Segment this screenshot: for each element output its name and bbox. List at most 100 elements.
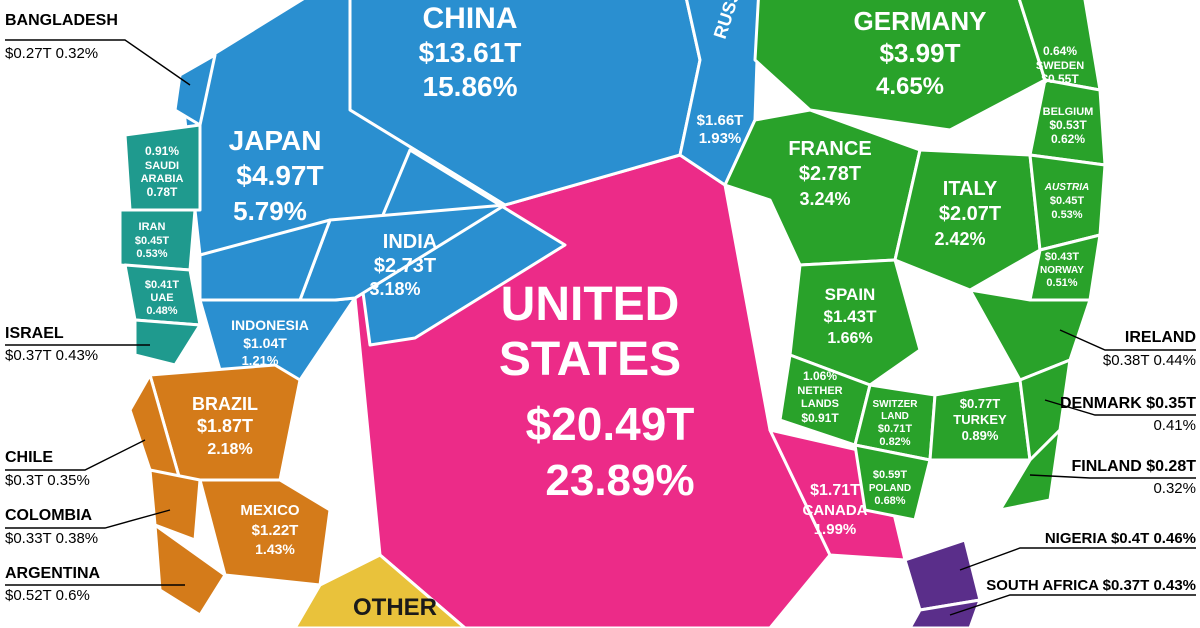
callout-nigeria: NIGERIA $0.4T 0.46%	[1045, 530, 1196, 547]
label-poland-share: 0.68%	[874, 495, 905, 507]
label-norway-gdp: $0.43T	[1045, 251, 1080, 263]
label-austria-share: 0.53%	[1051, 209, 1082, 221]
label-belgium-share: 0.62%	[1051, 132, 1085, 146]
label-other-name: OTHER	[353, 594, 437, 621]
label-india-gdp: $2.73T	[374, 255, 436, 277]
label-japan-share: 5.79%	[233, 196, 307, 226]
callout-colombia-v: $0.33T 0.38%	[5, 530, 98, 547]
label-us-gdp: $20.49T	[526, 398, 695, 450]
label-india-name: INDIA	[383, 231, 437, 253]
label-spain-name: SPAIN	[825, 285, 876, 304]
leader-nigeria	[960, 548, 1196, 570]
label-mexico-share: 1.43%	[255, 541, 295, 557]
label-swz-share: 0.82%	[879, 436, 910, 448]
label-saudi-name1: SAUDI	[145, 160, 179, 172]
label-uae-gdp: $0.41T	[145, 279, 180, 291]
label-turkey-share: 0.89%	[962, 428, 999, 443]
label-norway-share: 0.51%	[1046, 277, 1077, 289]
callout-israel: ISRAEL	[5, 325, 64, 342]
label-us-share: 23.89%	[545, 456, 694, 505]
callout-ireland: IRELAND	[1125, 329, 1196, 346]
label-china-name: CHINA	[423, 2, 518, 35]
callout-finland-v: 0.32%	[1153, 480, 1196, 497]
label-india-share: 3.18%	[369, 279, 420, 299]
label-turkey-name: TURKEY	[953, 412, 1007, 427]
label-china-share: 15.86%	[423, 71, 518, 102]
label-mexico-gdp: $1.22T	[252, 522, 299, 539]
callout-denmark-v: 0.41%	[1153, 417, 1196, 434]
label-uae-name: UAE	[150, 292, 173, 304]
label-saudi-name2: ARABIA	[141, 173, 184, 185]
label-iran-gdp: $0.45T	[135, 235, 170, 247]
callout-denmark: DENMARK $0.35T	[1060, 395, 1196, 412]
label-turkey-gdp: $0.77T	[960, 396, 1001, 411]
leader-southafrica	[950, 595, 1196, 615]
label-neth-name1: NETHER	[797, 385, 842, 397]
label-saudi-gdp: 0.78T	[147, 185, 178, 199]
label-canada-share: 1.99%	[814, 521, 857, 538]
label-mexico-name: MEXICO	[240, 502, 300, 519]
label-italy-name: ITALY	[943, 178, 998, 200]
label-neth-gdp: $0.91T	[801, 411, 839, 425]
callout-finland: FINLAND $0.28T	[1072, 458, 1197, 475]
label-canada-gdp: $1.71T	[810, 482, 860, 499]
label-brazil-gdp: $1.87T	[197, 416, 253, 436]
label-russia-gdp: $1.66T	[697, 112, 744, 129]
label-france-share: 3.24%	[799, 189, 850, 209]
callout-colombia: COLOMBIA	[5, 507, 93, 524]
label-sweden-share: 0.64%	[1043, 44, 1077, 58]
gdp-voronoi-chart: UNITED STATES $20.49T 23.89% CHINA $13.6…	[0, 0, 1200, 628]
label-poland-gdp: $0.59T	[873, 469, 908, 481]
label-belgium-gdp: $0.53T	[1049, 118, 1087, 132]
callout-chile: CHILE	[5, 449, 53, 466]
label-poland-name: POLAND	[869, 483, 911, 494]
label-austria-gdp: $0.45T	[1050, 195, 1085, 207]
label-france-gdp: $2.78T	[799, 163, 861, 185]
label-italy-gdp: $2.07T	[939, 203, 1001, 225]
label-neth-name2: LANDS	[801, 398, 839, 410]
label-iran-name: IRAN	[139, 221, 166, 233]
label-uae-share: 0.48%	[146, 305, 177, 317]
label-iran-share: 0.53%	[136, 248, 167, 260]
label-swz-gdp: $0.71T	[878, 423, 913, 435]
callout-ireland-v: $0.38T 0.44%	[1103, 352, 1196, 369]
callout-bangladesh: BANGLADESH	[5, 12, 118, 29]
label-indonesia-share: 1.21%	[242, 353, 279, 368]
label-russia-share: 1.93%	[699, 130, 742, 147]
label-sweden-gdp: $0.55T	[1041, 72, 1079, 86]
callout-bangladesh-v: $0.27T 0.32%	[5, 45, 98, 62]
cell-france	[725, 110, 920, 265]
label-belgium-name: BELGIUM	[1043, 106, 1094, 118]
label-spain-share: 1.66%	[827, 330, 872, 347]
callout-argentina: ARGENTINA	[5, 565, 101, 582]
label-sweden-name: SWEDEN	[1036, 60, 1084, 72]
label-indonesia-name: INDONESIA	[231, 317, 309, 333]
label-neth-share: 1.06%	[803, 369, 837, 383]
label-germany-name: GERMANY	[854, 6, 987, 36]
label-indonesia-gdp: $1.04T	[243, 335, 287, 351]
label-japan-gdp: $4.97T	[236, 160, 323, 191]
label-italy-share: 2.42%	[934, 229, 985, 249]
label-spain-gdp: $1.43T	[824, 307, 878, 326]
label-japan-name: JAPAN	[229, 125, 322, 156]
cell-nigeria	[905, 540, 980, 610]
label-swz-name2: LAND	[881, 411, 909, 422]
label-swz-name1: SWITZER	[873, 399, 919, 410]
label-us-name2: STATES	[499, 333, 681, 386]
label-brazil-share: 2.18%	[207, 441, 252, 458]
callout-argentina-v: $0.52T 0.6%	[5, 587, 90, 604]
label-norway-name: NORWAY	[1040, 265, 1084, 276]
label-china-gdp: $13.61T	[419, 37, 522, 68]
label-brazil-name: BRAZIL	[192, 394, 258, 414]
cell-israel	[135, 320, 200, 365]
callout-chile-v: $0.3T 0.35%	[5, 472, 90, 489]
label-france-name: FRANCE	[788, 138, 871, 160]
label-germany-gdp: $3.99T	[880, 38, 961, 68]
callout-israel-v: $0.37T 0.43%	[5, 347, 98, 364]
label-germany-share: 4.65%	[876, 73, 944, 100]
label-canada-name: CANADA	[803, 502, 868, 519]
callout-southafrica: SOUTH AFRICA $0.37T 0.43%	[986, 577, 1196, 594]
label-saudi-share: 0.91%	[145, 144, 179, 158]
label-us-name: UNITED	[501, 278, 680, 331]
label-austria-name: AUSTRIA	[1044, 182, 1089, 193]
